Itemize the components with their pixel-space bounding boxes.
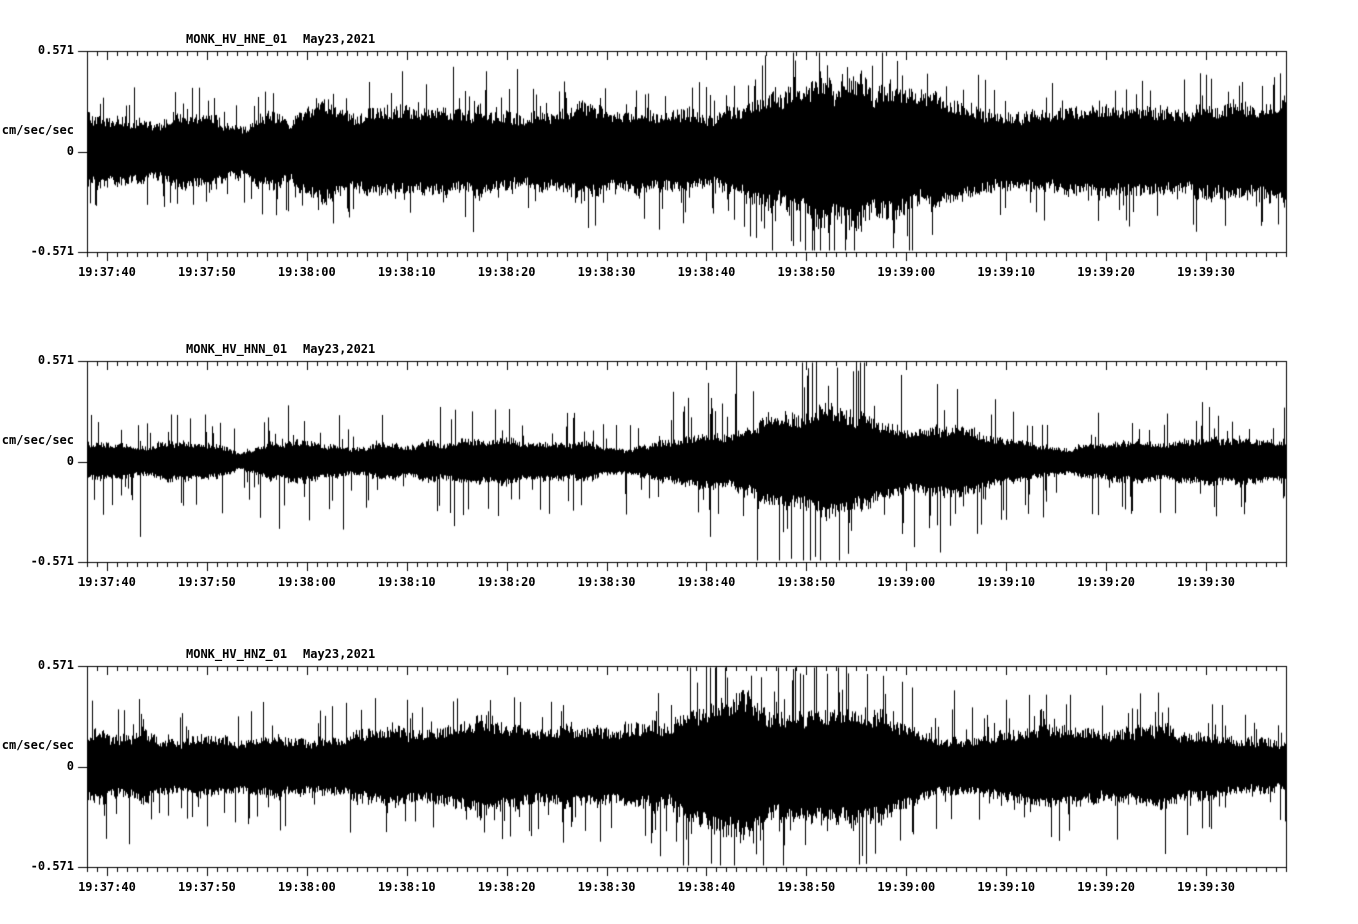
panel-date-label-hnn: May23,2021	[303, 342, 376, 356]
y-axis-tick-label: 0	[66, 758, 74, 773]
x-axis-tick-label: 19:39:20	[1077, 880, 1136, 894]
panel-date-label-hnz: May23,2021	[303, 647, 376, 661]
x-axis-tick-label: 19:38:40	[677, 880, 736, 894]
x-axis-tick-label: 19:37:50	[177, 575, 236, 589]
x-axis-tick-label: 19:38:30	[577, 880, 636, 894]
y-axis-tick-label: -0.571	[30, 244, 74, 258]
x-axis-tick-label: 19:38:40	[677, 575, 736, 589]
y-axis-tick-label: 0	[66, 143, 74, 158]
panel-station-label-hnn: MONK_HV_HNN_01	[186, 342, 288, 356]
x-axis-tick-label: 19:38:50	[777, 575, 836, 589]
x-axis-tick-label: 19:38:10	[377, 575, 436, 589]
x-axis-tick-label: 19:37:40	[78, 575, 136, 589]
y-axis-tick-label: 0.571	[37, 43, 74, 57]
x-axis-tick-label: 19:38:40	[677, 265, 736, 279]
panel-station-label-hne: MONK_HV_HNE_01	[186, 32, 288, 46]
x-axis-tick-label: 19:39:20	[1077, 265, 1136, 279]
y-axis-tick-label: 0	[66, 453, 74, 468]
y-axis-tick-label: -0.571	[30, 859, 74, 873]
panel-date-label-hne: May23,2021	[303, 32, 376, 46]
y-axis-units-label: cm/sec/sec	[1, 432, 74, 447]
x-axis-tick-label: 19:39:10	[977, 575, 1036, 589]
y-axis-units-label: cm/sec/sec	[1, 122, 74, 137]
x-axis-tick-label: 19:38:00	[277, 880, 336, 894]
x-axis-tick-label: 19:37:40	[78, 265, 136, 279]
x-axis-tick-label: 19:39:10	[977, 880, 1036, 894]
waveform-plot-hnz	[0, 664, 1358, 889]
x-axis-tick-label: 19:38:50	[777, 880, 836, 894]
x-axis-tick-label: 19:38:50	[777, 265, 836, 279]
x-axis-tick-label: 19:39:20	[1077, 575, 1136, 589]
y-axis-units-label: cm/sec/sec	[1, 737, 74, 752]
x-axis-tick-label: 19:39:00	[877, 575, 936, 589]
waveform-plot-hne	[0, 49, 1358, 274]
x-axis-tick-label: 19:39:10	[977, 265, 1036, 279]
x-axis-tick-label: 19:38:20	[477, 880, 536, 894]
waveform-plot-hnn	[0, 359, 1358, 584]
x-axis-tick-label: 19:38:00	[277, 265, 336, 279]
x-axis-tick-label: 19:39:30	[1177, 575, 1235, 589]
x-axis-tick-label: 19:37:40	[78, 880, 136, 894]
x-axis-tick-label: 19:38:20	[477, 575, 536, 589]
y-axis-tick-label: 0.571	[37, 658, 74, 672]
x-axis-tick-label: 19:37:50	[177, 880, 236, 894]
x-axis-tick-label: 19:38:30	[577, 265, 636, 279]
x-axis-tick-label: 19:38:10	[377, 880, 436, 894]
x-axis-tick-label: 19:38:30	[577, 575, 636, 589]
x-axis-tick-label: 19:39:00	[877, 265, 936, 279]
y-axis-tick-label: -0.571	[30, 554, 74, 568]
x-axis-tick-label: 19:38:10	[377, 265, 436, 279]
y-axis-tick-label: 0.571	[37, 353, 74, 367]
panel-station-label-hnz: MONK_HV_HNZ_01	[186, 647, 288, 661]
x-axis-tick-label: 19:38:00	[277, 575, 336, 589]
x-axis-tick-label: 19:39:30	[1177, 880, 1235, 894]
x-axis-tick-label: 19:39:00	[877, 880, 936, 894]
x-axis-tick-label: 19:39:30	[1177, 265, 1235, 279]
x-axis-tick-label: 19:38:20	[477, 265, 536, 279]
x-axis-tick-label: 19:37:50	[177, 265, 236, 279]
